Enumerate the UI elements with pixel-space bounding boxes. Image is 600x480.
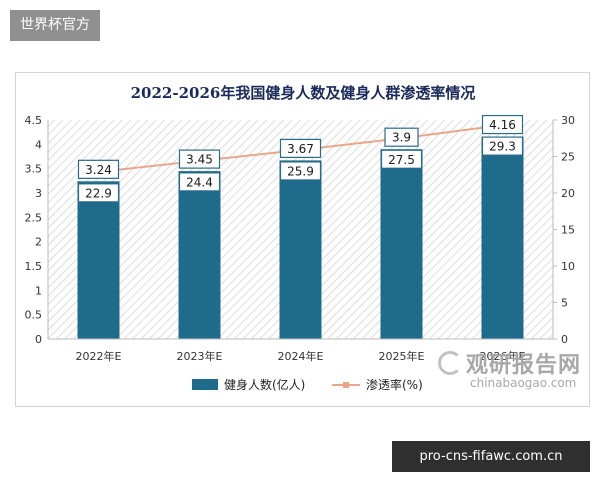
legend-label-line: 渗透率(%) bbox=[366, 377, 423, 392]
bar bbox=[77, 181, 120, 339]
legend-swatch-marker bbox=[343, 382, 349, 388]
right-tick-label: 30 bbox=[561, 114, 575, 127]
right-tick-label: 10 bbox=[561, 260, 575, 273]
bar bbox=[279, 160, 322, 339]
bar-value-label-box bbox=[279, 138, 322, 158]
line-value-label: 27.5 bbox=[388, 153, 415, 167]
watermark-cn: 观研报告网 bbox=[466, 353, 582, 378]
chart-svg: 2022-2026年我国健身人数及健身人群渗透率情况 3.24 3.45 3.67 3… bbox=[25, 84, 576, 392]
domain-label: pro-cns-fifawc.com.cn bbox=[392, 441, 590, 472]
right-tick-label: 20 bbox=[561, 187, 575, 200]
left-tick-label: 0 bbox=[35, 333, 42, 346]
left-tick-label: 2.5 bbox=[25, 211, 43, 224]
left-tick-label: 1.5 bbox=[25, 260, 43, 273]
x-tick-label: 2023年E bbox=[177, 349, 223, 363]
bar-value-label-box bbox=[481, 114, 524, 135]
line-value-label-box bbox=[380, 149, 423, 169]
right-tick-label: 0 bbox=[561, 333, 568, 346]
bar-value-label: 3.45 bbox=[186, 153, 213, 167]
line-value-label: 25.9 bbox=[287, 164, 314, 178]
x-tick-label: 2024年E bbox=[278, 349, 324, 363]
line-value-label: 22.9 bbox=[85, 186, 112, 200]
left-tick-label: 2 bbox=[35, 236, 42, 249]
right-tick-label: 5 bbox=[561, 297, 568, 310]
left-tick-label: 4 bbox=[35, 138, 42, 151]
x-tick-label: 2025年E bbox=[379, 349, 425, 363]
right-tick-label: 25 bbox=[561, 151, 575, 164]
left-tick-label: 3.5 bbox=[25, 163, 43, 176]
bar-value-label-box bbox=[384, 127, 419, 147]
chart-title: 2022-2026年我国健身人数及健身人群渗透率情况 bbox=[131, 84, 476, 102]
bar-value-label: 3.9 bbox=[392, 131, 411, 145]
left-tick-label: 4.5 bbox=[25, 114, 43, 127]
right-tick-label: 15 bbox=[561, 224, 575, 237]
bar bbox=[481, 136, 524, 339]
line-value-label-box bbox=[178, 172, 221, 192]
bar bbox=[380, 149, 423, 339]
legend-swatch-bar bbox=[192, 379, 218, 390]
line-value-label-box bbox=[481, 136, 524, 156]
line-value-label: 24.4 bbox=[186, 175, 213, 189]
bar-value-label: 3.67 bbox=[287, 142, 314, 156]
left-tick-label: 3 bbox=[35, 187, 42, 200]
line-value-label-box bbox=[77, 183, 120, 203]
bar bbox=[178, 171, 221, 339]
line-value-label: 29.3 bbox=[489, 140, 516, 154]
site-tag: 世界杯官方 bbox=[10, 10, 100, 41]
chart-card: 2022-2026年我国健身人数及健身人群渗透率情况 3.24 3.45 3.67 3… bbox=[15, 72, 590, 407]
bar-value-label: 3.24 bbox=[85, 163, 112, 177]
bar-value-label-box bbox=[77, 159, 120, 179]
x-tick-label: 2026年E bbox=[480, 349, 526, 363]
magnifier-logo-icon bbox=[438, 351, 462, 375]
bar-value-label: 4.16 bbox=[489, 118, 516, 132]
x-tick-label: 2022年E bbox=[76, 349, 122, 363]
legend-label-bar: 健身人数(亿人) bbox=[224, 377, 305, 392]
bar-value-label-box bbox=[178, 149, 221, 169]
left-tick-label: 0.5 bbox=[25, 309, 43, 322]
watermark-en: chinabaogao.com bbox=[470, 376, 577, 390]
line-value-label-box bbox=[279, 161, 322, 181]
left-tick-label: 1 bbox=[35, 284, 42, 297]
